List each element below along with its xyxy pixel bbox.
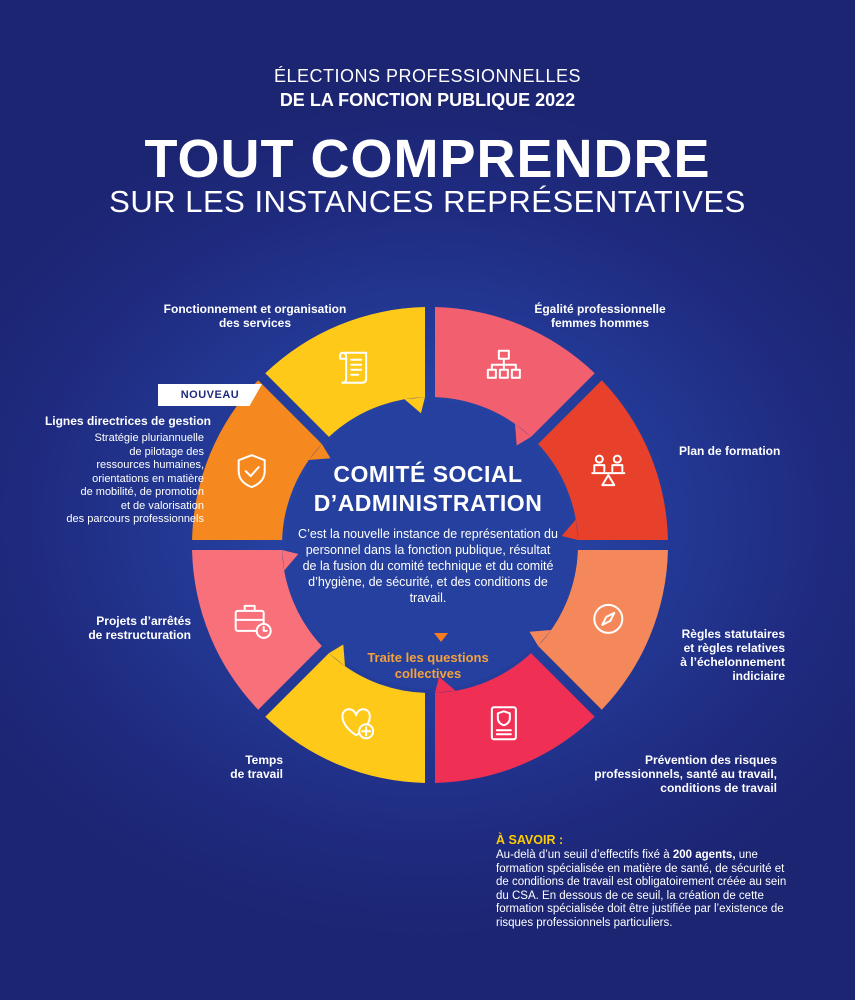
segment-prevention [265, 653, 426, 783]
segment-formation [538, 549, 668, 710]
org-chart-icon [486, 349, 521, 379]
equality-scale-icon [591, 454, 626, 487]
page-title: TOUT COMPRENDRE [144, 129, 711, 189]
down-arrow-icon [434, 633, 448, 642]
segment-tail-temps [282, 549, 299, 571]
segment-tail-projets [308, 443, 331, 460]
savoir-title: À SAVOIR : [496, 833, 564, 847]
center-title: COMITÉ SOCIAL D’ADMINISTRATION [313, 461, 543, 516]
label-lignes: Lignes directrices de gestion [44, 414, 211, 428]
compass-icon [593, 603, 624, 634]
page-subtitle: SUR LES INSTANCES REPRÉSENTATIVES [109, 184, 746, 219]
label-formation: Plan de formation [679, 444, 781, 458]
label-egalite: Égalité professionnelle femmes hommes [534, 302, 666, 330]
center-cta: Traite les questions collectives [367, 650, 489, 681]
lignes-detail: Stratégie pluriannuelle de pilotage des re… [66, 432, 204, 525]
savoir-text: Au-delà d’un seuil d’effectifs fixé à 20… [496, 849, 787, 929]
shield-check-icon [237, 454, 266, 489]
segment-projets [192, 380, 322, 541]
briefcase-clock-icon [234, 604, 272, 639]
heart-plus-icon [341, 708, 375, 740]
label-projets: Projets d’arrêtés de restructuration [88, 614, 191, 642]
segment-tail-lignes [404, 397, 426, 414]
segment-tail-regles [434, 676, 456, 693]
scroll-icon [339, 351, 368, 384]
label-prevention: Prévention des risques professionnels, sa… [594, 753, 777, 795]
header-line-2: DE LA FONCTION PUBLIQUE 2022 [279, 90, 576, 110]
center-disc [286, 401, 574, 689]
label-temps: Temps de travail [230, 753, 283, 781]
id-document-icon [490, 706, 517, 741]
label-regles: Règles statutaires et règles relatives à l… [680, 627, 785, 683]
segment-lignes [265, 307, 426, 437]
segment-tail-fonctionnement [515, 423, 532, 446]
label-fonctionnement: Fonctionnement et organisation des servic… [163, 302, 347, 330]
segment-tail-prevention [328, 644, 345, 667]
center-description: C’est la nouvelle instance de représenta… [298, 527, 558, 605]
header-line-1: ÉLECTIONS PROFESSIONNELLES [273, 66, 582, 86]
nouveau-badge: NOUVEAU [158, 384, 262, 406]
segment-tail-formation [529, 630, 552, 647]
segment-tail-egalite [561, 519, 578, 541]
segment-fonctionnement [434, 307, 595, 437]
